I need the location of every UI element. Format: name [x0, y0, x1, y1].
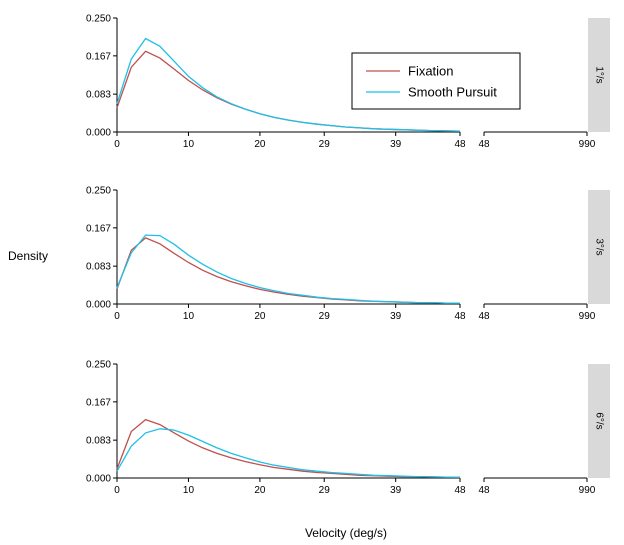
- x-tick-label: 10: [183, 139, 195, 150]
- y-tick-label: 0.000: [86, 474, 111, 485]
- x-tick-label: 29: [319, 311, 331, 322]
- x-tick-label: 48: [478, 311, 490, 322]
- y-tick-label: 0.083: [86, 90, 111, 101]
- y-tick-label: 0.083: [86, 436, 111, 447]
- legend-label-smooth-pursuit: Smooth Pursuit: [408, 85, 497, 100]
- x-tick-label: 48: [454, 139, 466, 150]
- x-tick-label: 39: [390, 311, 402, 322]
- x-tick-label: 20: [254, 485, 266, 496]
- x-tick-label: 0: [114, 311, 120, 322]
- x-tick-label: 0: [114, 139, 120, 150]
- y-tick-label: 0.000: [86, 300, 111, 311]
- x-tick-label: 990: [579, 139, 596, 150]
- series-line-smooth-pursuit: [116, 428, 460, 478]
- x-tick-label: 39: [390, 485, 402, 496]
- x-axis-title: Velocity (deg/s): [305, 526, 387, 540]
- x-tick-label: 48: [454, 485, 466, 496]
- y-tick-label: 0.167: [86, 223, 111, 234]
- facet-strip: [588, 364, 610, 478]
- x-tick-label: 10: [183, 311, 195, 322]
- y-tick-label: 0.167: [86, 51, 111, 62]
- y-tick-label: 0.167: [86, 397, 111, 408]
- x-tick-label: 48: [478, 485, 490, 496]
- legend-label-fixation: Fixation: [408, 64, 454, 79]
- series-line-smooth-pursuit: [116, 234, 460, 304]
- x-tick-label: 990: [579, 485, 596, 496]
- facet-strip: [588, 190, 610, 304]
- x-tick-label: 0: [114, 485, 120, 496]
- series-line-smooth-pursuit: [116, 37, 461, 132]
- x-tick-label: 29: [319, 139, 331, 150]
- series-line-fixation: [116, 418, 461, 479]
- x-tick-label: 29: [319, 485, 331, 496]
- facet-label: 1°/s: [593, 66, 604, 83]
- y-tick-label: 0.000: [86, 128, 111, 139]
- facet-strip: [588, 18, 610, 132]
- x-tick-label: 39: [390, 139, 402, 150]
- x-tick-label: 990: [579, 311, 596, 322]
- x-tick-label: 10: [183, 485, 195, 496]
- legend-box: [351, 52, 521, 110]
- x-tick-label: 48: [454, 311, 466, 322]
- y-tick-label: 0.250: [86, 186, 111, 197]
- y-axis-title: Density: [8, 249, 48, 263]
- y-tick-label: 0.250: [86, 14, 111, 25]
- x-tick-label: 20: [254, 311, 266, 322]
- facet-label: 3°/s: [593, 238, 604, 255]
- x-tick-label: 20: [254, 139, 266, 150]
- y-tick-label: 0.083: [86, 262, 111, 273]
- facet-label: 6°/s: [593, 412, 604, 429]
- x-tick-label: 48: [478, 139, 490, 150]
- y-tick-label: 0.250: [86, 360, 111, 371]
